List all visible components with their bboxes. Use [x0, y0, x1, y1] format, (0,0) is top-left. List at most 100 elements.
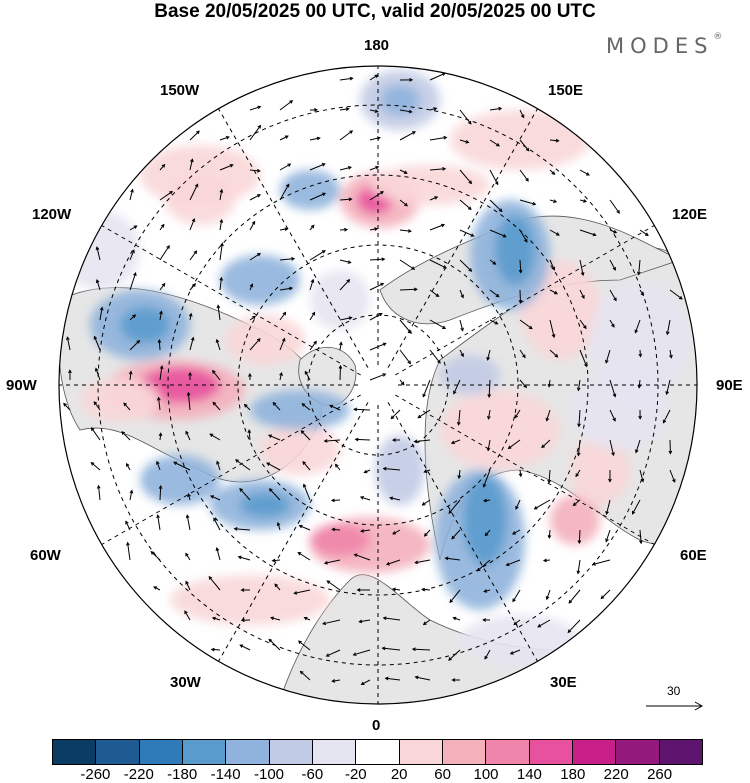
anomaly-shading: [60, 70, 690, 665]
lon-label-90w: 90W: [6, 377, 37, 394]
lon-label-180: 180: [364, 37, 390, 54]
colorbar-tick-label: 60: [434, 766, 451, 783]
wind-arrow: [429, 259, 447, 269]
wind-arrow: [609, 199, 620, 214]
lon-label-90e: 90E: [716, 377, 743, 394]
wind-arrow: [487, 409, 491, 420]
wind-arrow: [159, 310, 163, 321]
wind-arrow: [125, 520, 131, 531]
wind-arrow: [429, 196, 439, 201]
lon-label-150e: 150E: [548, 82, 584, 99]
wind-arrow: [414, 675, 431, 681]
wind-arrow: [304, 370, 311, 381]
colorbar-swatch: [616, 740, 660, 764]
colorbar-tick-label: -260: [80, 766, 111, 783]
wind-arrow: [356, 588, 371, 592]
wind-arrow: [459, 259, 473, 272]
wind-arrow: [390, 409, 401, 420]
wind-arrow: [579, 199, 588, 203]
wind-arrow: [484, 649, 491, 660]
wind-arrow: [459, 109, 472, 125]
wind-arrow: [579, 259, 585, 277]
wind-arrow: [637, 379, 642, 389]
wind-arrow: [339, 279, 351, 291]
wind-arrow: [448, 499, 461, 514]
colorbar-tick-label: 260: [647, 766, 673, 783]
wind-arrow: [608, 469, 612, 483]
wind-arrow: [129, 339, 141, 351]
anomaly-patch: [590, 280, 690, 400]
wind-arrow: [339, 197, 353, 202]
wind-arrow: [173, 461, 191, 471]
wind-arrow: [129, 225, 138, 231]
wind-arrow: [549, 289, 558, 295]
wind-arrow: [547, 379, 552, 388]
wind-arrow: [639, 469, 645, 483]
wind-arrow: [338, 364, 343, 381]
wind-arrow: [391, 438, 401, 442]
modes-logo: MODES®: [606, 32, 722, 58]
wind-arrow: [549, 229, 560, 236]
colorbar-swatch: [226, 740, 270, 764]
wind-arrow: [249, 283, 254, 291]
wind-arrow: [577, 409, 581, 428]
wind-arrow: [512, 529, 521, 535]
wind-arrow: [188, 312, 193, 321]
wind-arrow: [422, 619, 431, 626]
colorbar-tick-label: -140: [210, 766, 241, 783]
wind-arrow: [514, 409, 521, 419]
wind-arrow: [249, 220, 256, 231]
wind-arrow: [158, 484, 163, 501]
wind-arrow: [399, 109, 413, 114]
wind-arrow: [325, 649, 341, 657]
wind-arrow: [414, 559, 431, 565]
colorbar-swatch: [442, 740, 487, 764]
wind-arrow: [279, 286, 294, 291]
wind-arrow: [323, 439, 341, 443]
wind-arrow: [339, 227, 349, 232]
wind-arrow: [549, 319, 556, 339]
wind-arrow: [94, 367, 101, 381]
wind-arrow: [239, 644, 251, 651]
wind-arrow: [512, 589, 521, 603]
wind-arrow: [519, 199, 537, 206]
colorbar-tick-label: -60: [301, 766, 324, 783]
wind-arrow: [507, 439, 521, 450]
wind-arrow: [239, 487, 251, 501]
wind-arrow: [452, 616, 461, 621]
wind-arrow: [156, 514, 161, 531]
wind-arrow: [90, 427, 101, 441]
wind-arrow: [302, 461, 311, 471]
lon-label-120e: 120E: [672, 206, 708, 223]
wind-arrow: [353, 553, 371, 561]
wind-arrow: [360, 529, 371, 533]
wind-arrow: [422, 379, 431, 398]
wind-arrow: [339, 259, 352, 264]
wind-arrow: [189, 158, 194, 171]
wind-arrow: [216, 460, 221, 471]
wind-arrow: [459, 319, 464, 332]
wind-arrow: [159, 365, 164, 381]
wind-arrow: [309, 108, 318, 112]
wind-arrow: [519, 319, 533, 330]
wind-arrow: [639, 529, 643, 545]
wind-arrow: [423, 529, 431, 537]
wind-arrow: [270, 616, 281, 621]
wind-arrow: [369, 74, 379, 81]
anomaly-patch: [380, 85, 420, 115]
wind-arrow: [156, 396, 161, 411]
wind-arrow: [369, 313, 383, 321]
anomaly-patch: [463, 475, 507, 565]
wind-arrow: [638, 349, 643, 358]
wind-arrow: [545, 589, 551, 601]
colorbar: [52, 739, 703, 765]
wind-arrow: [276, 521, 281, 531]
wind-arrow: [519, 139, 530, 152]
wind-arrow: [63, 402, 71, 411]
wind-arrow: [323, 559, 341, 565]
wind-arrow: [399, 199, 408, 207]
meridian-line: [395, 219, 665, 376]
anomaly-patch: [370, 165, 490, 205]
wind-arrow: [159, 282, 166, 291]
wind-arrow: [301, 403, 311, 411]
